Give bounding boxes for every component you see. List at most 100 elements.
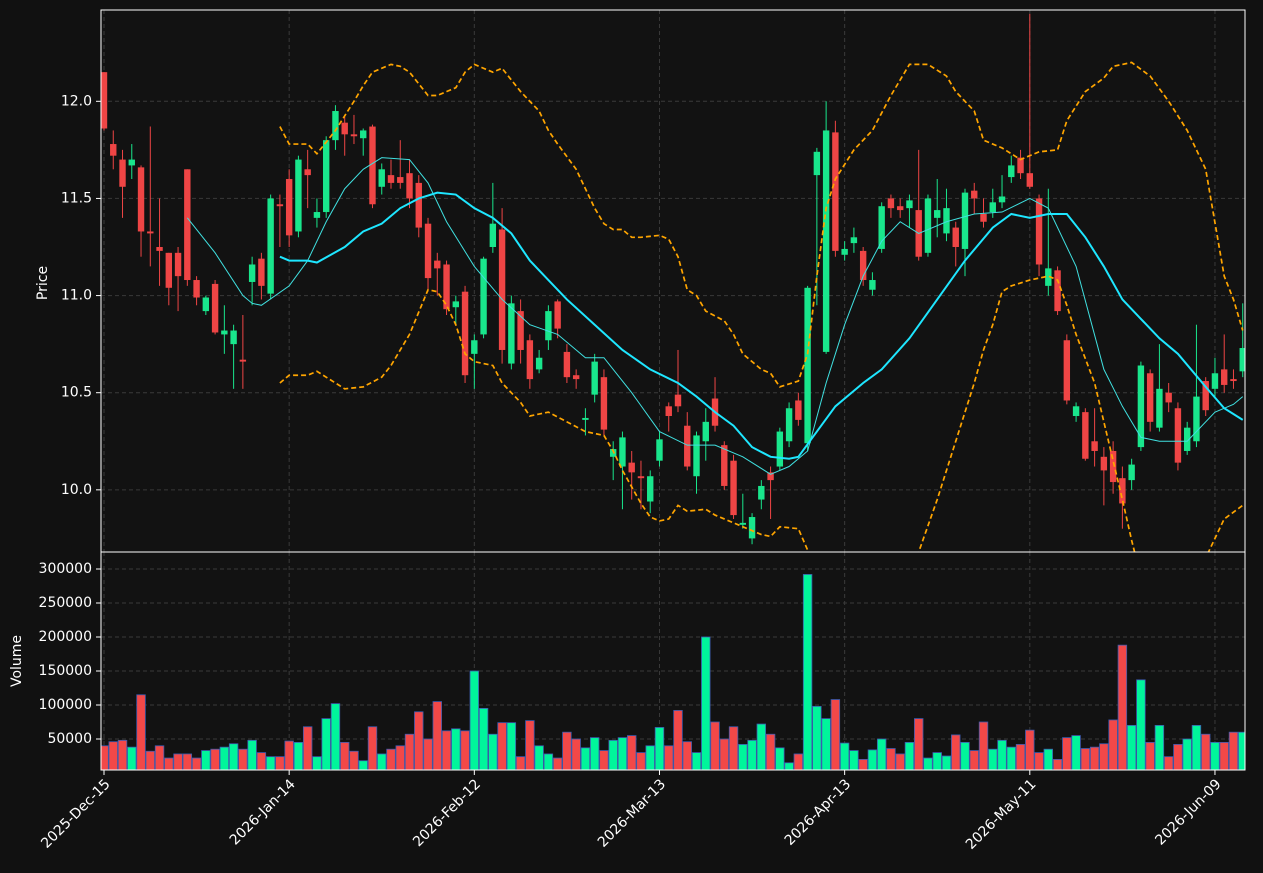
candle-body bbox=[258, 258, 265, 286]
volume-bar bbox=[784, 762, 794, 770]
candle-body bbox=[110, 144, 117, 156]
x-tick-label: 2026-Jun-09 bbox=[1152, 776, 1224, 848]
volume-bar bbox=[543, 753, 554, 770]
y-tick-label: 12.0 bbox=[61, 93, 92, 109]
volume-bar bbox=[636, 752, 646, 770]
volume-bar bbox=[664, 745, 674, 770]
candle-body bbox=[341, 122, 348, 135]
candle-body bbox=[369, 126, 376, 205]
candle-body bbox=[489, 223, 497, 248]
volume-bar bbox=[914, 718, 924, 770]
candle-body bbox=[961, 192, 969, 249]
y-tick-label: 10.5 bbox=[61, 385, 92, 401]
candle-body bbox=[304, 169, 311, 176]
candle-body bbox=[776, 431, 784, 467]
candle-body bbox=[285, 179, 293, 236]
volume-bar bbox=[395, 745, 405, 770]
volume-bar bbox=[839, 742, 850, 770]
volume-bar bbox=[728, 726, 739, 770]
candle-body bbox=[137, 167, 145, 232]
candle-body bbox=[943, 208, 950, 234]
volume-bar bbox=[358, 760, 368, 770]
candle-body bbox=[535, 357, 543, 370]
x-tick-label: 2026-Feb-12 bbox=[410, 776, 484, 850]
volume-bar bbox=[932, 752, 942, 770]
volume-bar bbox=[1126, 724, 1137, 770]
candle-body bbox=[1091, 441, 1098, 451]
volume-bar bbox=[321, 718, 331, 770]
candle-body bbox=[582, 417, 589, 420]
volume-bar bbox=[978, 721, 989, 770]
volume-bar bbox=[1182, 738, 1192, 770]
candle-body bbox=[832, 132, 839, 251]
y-tick-label: 150000 bbox=[39, 663, 92, 679]
candle-body bbox=[526, 340, 534, 380]
volume-bar bbox=[738, 744, 748, 770]
candle-body bbox=[795, 400, 802, 420]
volume-bar bbox=[478, 707, 489, 770]
volume-bar bbox=[1136, 679, 1146, 770]
candle-body bbox=[193, 280, 200, 298]
candle-body bbox=[350, 134, 358, 137]
candle-body bbox=[221, 330, 228, 335]
volume-bar bbox=[1228, 731, 1239, 770]
y-tick-label: 300000 bbox=[39, 561, 92, 577]
y-axis-label: Volume bbox=[9, 635, 25, 687]
volume-bar bbox=[562, 731, 572, 770]
volume-bar bbox=[386, 748, 396, 770]
x-tick-label: 2025-Dec-15 bbox=[38, 776, 113, 851]
volume-bar bbox=[608, 739, 618, 770]
candle-body bbox=[1063, 340, 1071, 401]
volume-grid bbox=[96, 552, 1245, 770]
y-tick-label: 100000 bbox=[39, 697, 92, 713]
volume-bar bbox=[1154, 724, 1165, 770]
volume-bar bbox=[654, 727, 665, 770]
candle-body bbox=[878, 206, 885, 249]
volume-bar bbox=[1219, 741, 1229, 770]
volume-bar bbox=[580, 747, 591, 770]
volume-bar bbox=[340, 741, 350, 770]
volume-bar bbox=[1201, 733, 1211, 770]
x-tick-label: 2026-May-11 bbox=[963, 776, 1040, 853]
volume-bar bbox=[506, 722, 517, 770]
candle-body bbox=[748, 517, 756, 539]
candle-body bbox=[1174, 408, 1182, 463]
volume-bar bbox=[895, 753, 905, 770]
y-tick-label: 11.5 bbox=[61, 190, 92, 206]
volume-bar bbox=[765, 733, 776, 770]
volume-bar bbox=[1173, 744, 1183, 770]
y-tick-label: 250000 bbox=[39, 595, 92, 611]
candle-body bbox=[267, 198, 274, 294]
candle-body bbox=[758, 485, 765, 500]
candle-body bbox=[1211, 373, 1219, 389]
volume-bar bbox=[460, 730, 470, 770]
candle-body bbox=[619, 437, 626, 467]
candle-body bbox=[378, 169, 385, 187]
volume-bar bbox=[1191, 724, 1202, 770]
candle-body bbox=[424, 223, 432, 279]
candle-body bbox=[452, 301, 460, 308]
candle-body bbox=[480, 258, 487, 335]
candle-body bbox=[101, 72, 108, 129]
volume-bar bbox=[645, 745, 655, 770]
volume-bar bbox=[960, 741, 970, 770]
volume-bar bbox=[469, 670, 480, 770]
candle-body bbox=[1072, 406, 1080, 417]
candle-body bbox=[1156, 388, 1163, 428]
volume-bar bbox=[108, 741, 118, 770]
volume-bar bbox=[627, 735, 637, 770]
candle-body bbox=[869, 280, 876, 290]
volume-bar bbox=[1163, 756, 1174, 770]
volume-bar bbox=[441, 730, 452, 770]
volume-bar bbox=[404, 733, 415, 770]
volume-bar bbox=[432, 701, 442, 770]
volume-bar bbox=[747, 739, 757, 770]
volume-bar bbox=[256, 752, 267, 770]
candle-body bbox=[184, 169, 191, 281]
volume-bar bbox=[164, 757, 174, 770]
candle-body bbox=[128, 159, 135, 166]
candle-body bbox=[230, 330, 237, 345]
candle-body bbox=[434, 260, 441, 269]
candle-body bbox=[572, 375, 580, 380]
volume-bar bbox=[1062, 737, 1072, 770]
